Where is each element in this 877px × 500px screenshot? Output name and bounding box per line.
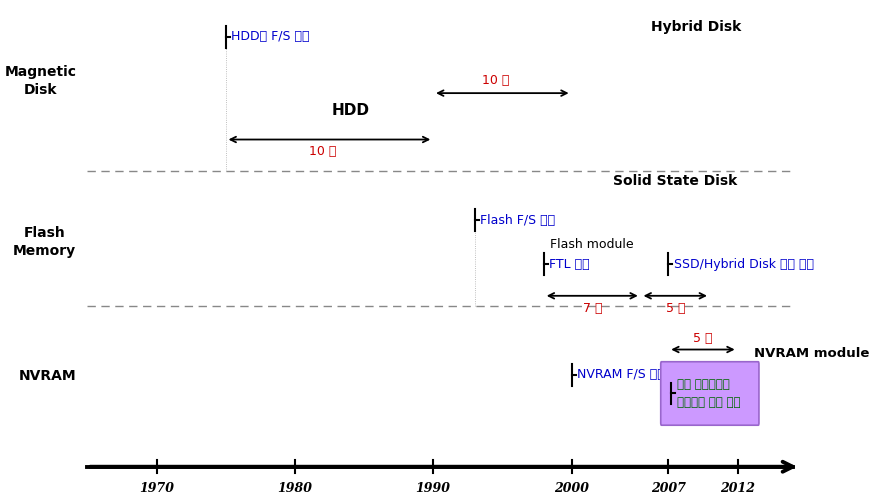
Text: 2012: 2012: [720, 482, 755, 496]
FancyBboxPatch shape: [660, 362, 759, 425]
Text: HDD: HDD: [332, 102, 369, 118]
Text: 10 년: 10 년: [309, 145, 336, 158]
Text: FTL 연구: FTL 연구: [549, 258, 590, 270]
Text: Solid State Disk: Solid State Disk: [613, 174, 738, 188]
Text: HDD용 F/S 연구: HDD용 F/S 연구: [232, 30, 310, 44]
Text: 7 년: 7 년: [582, 302, 602, 316]
Text: 1990: 1990: [416, 482, 451, 496]
Text: 5 년: 5 년: [666, 302, 685, 316]
Text: 2007: 2007: [651, 482, 686, 496]
Text: Flash
Memory: Flash Memory: [13, 226, 76, 258]
Text: Hybrid Disk: Hybrid Disk: [651, 20, 741, 34]
Text: Magnetic
Disk: Magnetic Disk: [4, 66, 76, 96]
Text: 1980: 1980: [277, 482, 312, 496]
Text: 2000: 2000: [554, 482, 589, 496]
Text: Flash module: Flash module: [551, 238, 634, 251]
Text: 융합 기억장치용
운영체제 기술 연구: 융합 기억장치용 운영체제 기술 연구: [677, 378, 740, 409]
Text: NVRAM: NVRAM: [18, 370, 76, 384]
Text: 1970: 1970: [139, 482, 174, 496]
Text: Flash F/S 연구: Flash F/S 연구: [481, 214, 555, 226]
Text: NVRAM F/S 연구: NVRAM F/S 연구: [577, 368, 665, 382]
Text: 5 년: 5 년: [693, 332, 713, 345]
Text: 10 년: 10 년: [481, 74, 510, 88]
Text: NVRAM module: NVRAM module: [754, 347, 869, 360]
Text: SSD/Hybrid Disk 기술 연구: SSD/Hybrid Disk 기술 연구: [674, 258, 814, 270]
